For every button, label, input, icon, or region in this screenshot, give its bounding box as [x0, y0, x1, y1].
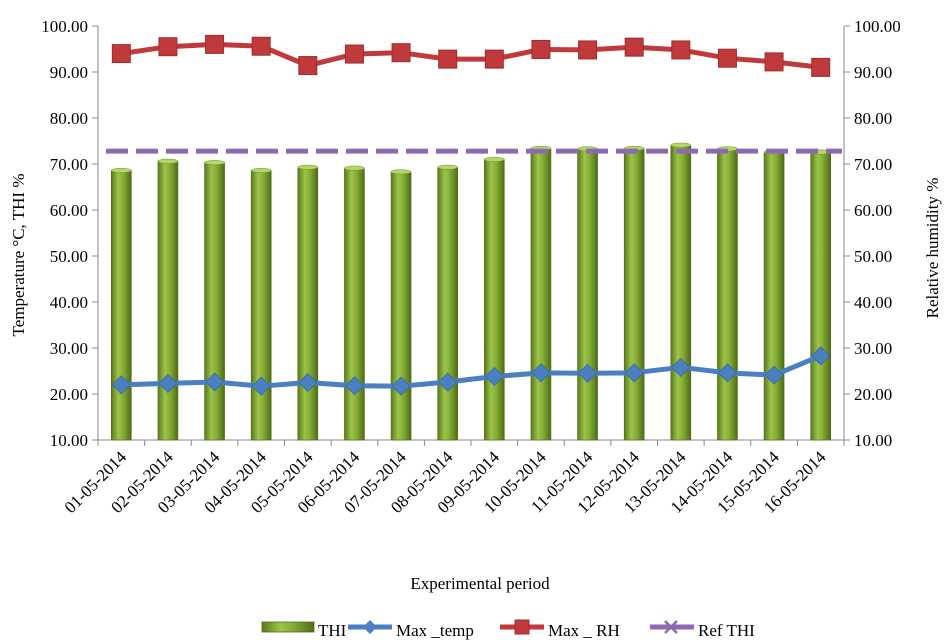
legend-label-ref-thi: Ref THI — [698, 621, 755, 640]
thi-bar — [344, 167, 365, 441]
thi-bar — [250, 170, 272, 441]
y-tick-label-right: 70.00 — [854, 155, 892, 174]
thi-bar — [530, 148, 552, 441]
max-rh-point — [298, 56, 318, 76]
thi-bar-top — [157, 158, 179, 164]
thi-bar-top — [437, 164, 458, 170]
max-rh-point — [111, 44, 131, 64]
y-tick-label-right: 20.00 — [854, 385, 892, 404]
y-axis-title-right: Relative humidity % — [923, 178, 942, 319]
max-temp-point — [624, 363, 644, 383]
max-rh-point — [717, 48, 737, 68]
thi-bar — [763, 151, 785, 441]
thi-bar-top — [111, 167, 132, 173]
thi-bar — [810, 151, 831, 441]
max-temp-point — [204, 372, 225, 392]
y-tick-label-right: 10.00 — [854, 431, 892, 450]
y-tick-label-left: 90.00 — [50, 63, 88, 82]
max-temp-point — [158, 373, 178, 393]
max-temp-point — [438, 372, 458, 392]
y-tick-label-left: 100.00 — [41, 17, 88, 36]
thi-bars — [111, 142, 831, 441]
y-tick-label-left: 50.00 — [50, 247, 88, 266]
max-temp-point — [811, 346, 831, 366]
y-tick-label-left: 80.00 — [50, 109, 88, 128]
max-rh-point — [391, 43, 411, 63]
max-rh-point — [484, 49, 504, 69]
thi-bar — [670, 144, 692, 441]
legend-marker-max-temp — [363, 620, 377, 634]
max-rh-point — [438, 49, 458, 69]
thi-bar — [390, 171, 412, 441]
y-tick-label-left: 60.00 — [50, 201, 88, 220]
legend: THI Max _temp Max _ RH Ref THI — [261, 619, 755, 640]
max-rh-point — [251, 36, 271, 56]
max-temp-point — [484, 366, 504, 387]
max-rh-line — [120, 41, 821, 70]
y-tick-label-left: 70.00 — [50, 155, 88, 174]
legend-label-max-rh: Max _ RH — [548, 621, 620, 640]
y-tick-label-right: 30.00 — [854, 339, 892, 358]
legend-label-max-temp: Max _temp — [396, 621, 474, 640]
thi-bar-top — [670, 142, 692, 148]
y-tick-label-right: 100.00 — [854, 17, 901, 36]
max-rh-point — [811, 57, 831, 77]
max-rh-point — [671, 40, 691, 60]
max-temp-point — [391, 376, 411, 396]
max-rh-point — [531, 39, 551, 59]
max-temp-point — [111, 375, 131, 395]
y-tick-label-left: 20.00 — [50, 385, 88, 404]
legend-marker-max-rh — [514, 619, 530, 635]
max-rh-point — [344, 44, 364, 64]
thi-bar — [111, 170, 132, 441]
max-temp-point — [717, 363, 738, 383]
thi-bar-top — [390, 169, 412, 175]
y-tick-label-left: 10.00 — [50, 431, 88, 450]
max-temp-point — [344, 376, 365, 396]
y-tick-label-right: 90.00 — [854, 63, 892, 82]
legend-label-thi: THI — [318, 621, 347, 640]
y-tick-label-left: 40.00 — [50, 293, 88, 312]
max-temp-line — [121, 353, 822, 389]
thi-bar-top — [204, 160, 225, 166]
max-temp-point — [531, 363, 551, 383]
thi-bar — [484, 159, 505, 441]
legend-swatch-thi — [261, 621, 315, 633]
y-tick-label-right: 60.00 — [854, 201, 892, 220]
max-temp-point — [251, 376, 271, 396]
series-lines — [106, 34, 842, 396]
thi-bar — [623, 148, 645, 441]
max-rh-point — [624, 37, 644, 57]
y-tick-label-left: 30.00 — [50, 339, 88, 358]
y-tick-label-right: 80.00 — [854, 109, 892, 128]
thi-bar-top — [297, 164, 319, 170]
max-rh-point — [764, 52, 784, 72]
max-temp-point — [764, 365, 784, 385]
y-axis-title-left: Temperature °C, THI % — [9, 174, 28, 337]
y-tick-label-right: 40.00 — [854, 293, 892, 312]
max-rh-point — [205, 34, 225, 54]
y-tick-label-right: 50.00 — [854, 247, 892, 266]
thi-bar — [437, 166, 458, 441]
thi-bar-top — [484, 156, 505, 162]
max-temp-point — [298, 372, 318, 393]
thi-bar-top — [250, 167, 272, 173]
thi-bar — [577, 148, 598, 441]
thi-bar — [717, 148, 738, 441]
thi-bar — [157, 160, 179, 441]
legend-marker-ref-thi — [664, 620, 678, 634]
thi-bar — [297, 166, 319, 441]
max-temp-point — [671, 357, 691, 377]
max-rh-point — [578, 40, 598, 60]
thi-bar-top — [344, 165, 365, 171]
thi-bar — [204, 162, 225, 441]
max-temp-point — [577, 363, 598, 383]
x-axis-title: Experimental period — [410, 574, 550, 593]
max-rh-point — [158, 37, 178, 57]
